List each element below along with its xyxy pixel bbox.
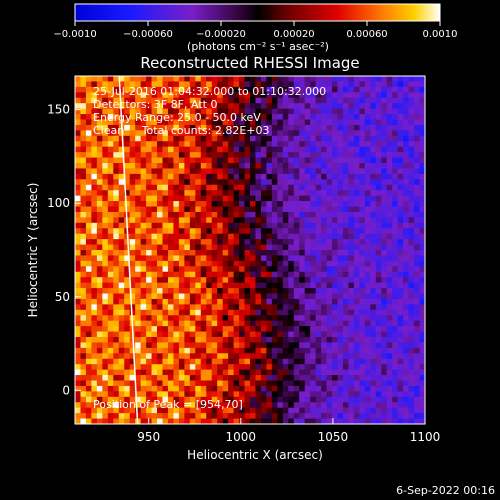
plot-frame <box>74 75 426 425</box>
colorbar-tick-label-2: −0.00020 <box>196 29 246 40</box>
y-axis-label: Heliocentric Y (arcsec) <box>26 183 40 318</box>
plot-area: 950 1000 1050 1100 0 50 100 150 25-Jul-2016 01… <box>47 75 440 444</box>
x-axis-label: Heliocentric X (arcsec) <box>187 448 323 462</box>
colorbar-unit-label: (photons cm⁻² s⁻¹ asec⁻²) <box>187 40 329 53</box>
x-tick-label-2: 1050 <box>318 430 349 444</box>
colorbar-tick-label-3: 0.00020 <box>273 29 314 40</box>
colorbar-tick-label-0: −0.0010 <box>53 29 96 40</box>
annotation-counts: Clean Total counts: 2.82E+03 <box>93 124 270 137</box>
solar-limb-line <box>118 76 139 424</box>
x-tick-label-1: 1000 <box>226 430 257 444</box>
y-tick-label-0: 0 <box>62 383 70 397</box>
footer-date: 6-Sep-2022 00:16 <box>396 484 495 497</box>
x-axis-ticks: 950 1000 1050 1100 <box>137 418 440 444</box>
colorbar-ticks: −0.0010 −0.00060 −0.00020 0.00020 0.00060 0.0… <box>53 21 458 40</box>
y-tick-label-1: 50 <box>55 290 70 304</box>
y-tick-label-3: 150 <box>47 103 70 117</box>
y-axis-ticks: 0 50 100 150 <box>47 103 81 397</box>
annotation-time: 25-Jul-2016 01:04:32.000 to 01:10:32.000 <box>93 85 326 98</box>
x-tick-label-0: 950 <box>137 430 160 444</box>
y-tick-label-2: 100 <box>47 196 70 210</box>
colorbar-tick-label-1: −0.00060 <box>123 29 173 40</box>
chart-title: Reconstructed RHESSI Image <box>140 54 359 72</box>
annotation-energy: Energy Range: 25.0 - 50.0 keV <box>93 111 261 124</box>
colorbar-tick-label-4: 0.00060 <box>346 29 387 40</box>
colorbar: −0.0010 −0.00060 −0.00020 0.00020 0.00060 0.0… <box>53 3 458 53</box>
annotation-detectors: Detectors: 3F 8F, Att 0 <box>93 98 217 111</box>
heatmap-image <box>75 76 425 424</box>
x-tick-label-3: 1100 <box>410 430 441 444</box>
colorbar-tick-label-5: 0.0010 <box>423 29 458 40</box>
peak-position-label: Position of Peak = [954,70] <box>93 398 243 411</box>
colorbar-gradient <box>74 3 441 22</box>
